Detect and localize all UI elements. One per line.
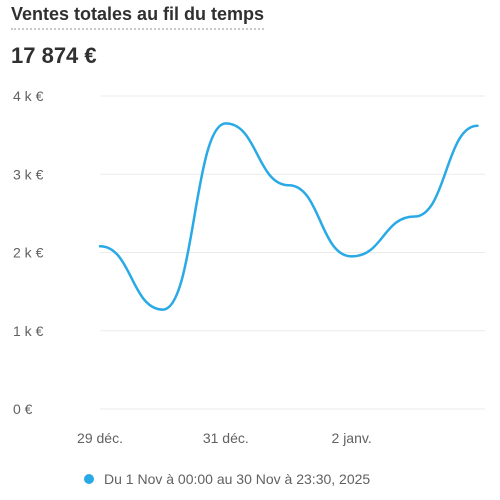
x-tick-label: 2 janv. [332,430,372,446]
gridlines [100,95,485,410]
y-tick-label: 0 € [13,401,33,417]
legend-label: Du 1 Nov à 00:00 au 30 Nov à 23:30, 2025 [104,471,371,487]
legend-marker [84,474,94,484]
x-axis-ticks: 29 déc. 31 déc. 2 janv. [77,430,372,446]
y-tick-label: 3 k € [13,166,44,182]
x-tick-label: 31 déc. [203,430,249,446]
data-point[interactable] [223,120,229,126]
y-axis-ticks: 0 € 1 k € 2 k € 3 k € 4 k € [13,88,44,417]
chart-title[interactable]: Ventes totales au fil du temps [11,4,265,30]
series-line[interactable] [98,122,479,311]
series-lines [97,120,480,313]
chart-legend[interactable]: Du 1 Nov à 00:00 au 30 Nov à 23:30, 2025 [84,471,370,487]
y-tick-label: 1 k € [13,323,44,339]
data-point[interactable] [474,123,480,129]
data-point[interactable] [412,214,418,220]
x-tick-label: 29 déc. [77,430,123,446]
data-point[interactable] [286,182,292,188]
data-point[interactable] [97,243,103,249]
y-tick-label: 4 k € [13,88,44,104]
total-sales-value: 17 874 € [11,43,97,68]
y-tick-label: 2 k € [13,245,44,261]
data-point[interactable] [160,307,166,313]
data-point[interactable] [349,253,355,259]
